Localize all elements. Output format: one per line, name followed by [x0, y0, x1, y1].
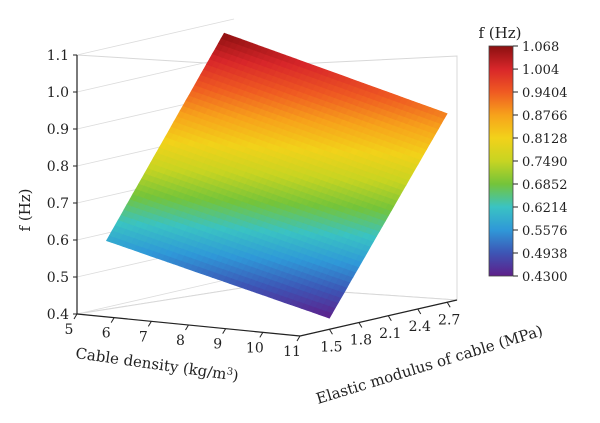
z-tick-label: 1.0 [47, 85, 69, 101]
x-tick-label: 10 [246, 340, 264, 356]
y-tick-mark [358, 322, 363, 328]
y-tick-label: 2.4 [409, 319, 431, 335]
y-tick-mark [329, 328, 333, 335]
colorbar-tick-label: 1.004 [522, 63, 559, 78]
colorbar-tick-label: 0.7490 [522, 155, 568, 170]
z-tick-label: 0.5 [47, 270, 69, 286]
x-tick-mark [147, 321, 152, 327]
z-tick-label: 0.6 [47, 233, 69, 249]
z-tick-label: 0.9 [47, 122, 69, 138]
x-tick-mark [296, 335, 301, 342]
x-ticks: 5 6 7 8 9 10 11 [65, 313, 301, 360]
colorbar-title: f (Hz) [478, 24, 521, 42]
x-tick-mark [110, 317, 115, 323]
x-tick-label: 8 [176, 333, 185, 349]
surface [105, 32, 448, 319]
y-tick-mark [446, 301, 451, 308]
x-axis-title-sup: 3 [226, 366, 234, 378]
z-tick-label: 0.7 [47, 196, 69, 212]
x-tick-mark [222, 328, 227, 334]
colorbar-tick-label: 1.068 [522, 40, 559, 55]
y-tick-label: 2.1 [379, 326, 401, 342]
x-tick-label: 5 [65, 322, 74, 338]
surface-patch [438, 111, 448, 120]
grid-line [76, 277, 235, 315]
colorbar-tick-label: 0.6214 [522, 201, 568, 216]
y-tick-label: 1.5 [320, 339, 342, 355]
x-tick-mark [73, 313, 78, 320]
z-tick-label: 0.8 [47, 159, 69, 175]
x-tick-label: 11 [283, 344, 301, 360]
colorbar-tick-label: 0.9404 [522, 86, 568, 101]
y-tick-mark [387, 315, 392, 322]
colorbar: f (Hz) 1.068 1.004 0.9404 0.8766 0.8128 0.749… [478, 24, 567, 285]
x-tick-mark [185, 324, 189, 331]
y-tick-label: 2.7 [438, 312, 460, 328]
colorbar-ticks: 1.068 1.004 0.9404 0.8766 0.8128 0.7490 0.6852… [513, 40, 568, 285]
colorbar-tick-label: 0.4300 [522, 270, 568, 285]
x-axis-title-end: ) [231, 366, 239, 385]
x-tick-label: 6 [102, 326, 111, 342]
z-axis-title: f (Hz) [16, 188, 34, 231]
x-tick-label: 9 [213, 337, 222, 353]
z-ticks: 0.4 0.5 0.6 0.7 0.8 0.9 1.0 1.1 [47, 48, 77, 323]
colorbar-tick-label: 0.8128 [522, 132, 568, 147]
x-tick-label: 7 [139, 329, 148, 345]
z-tick-label: 0.4 [47, 307, 69, 323]
y-tick-mark [417, 308, 422, 315]
colorbar-tick-label: 0.8766 [522, 109, 568, 124]
x-tick-mark [259, 332, 264, 338]
axes: 0.40.50.60.70.80.91.01.1 5 6 7 8 9 10 11 1.5 1.… [47, 48, 461, 360]
colorbar-tick-label: 0.4938 [522, 247, 568, 262]
x-axis-title-main: Cable density (kg/m [74, 344, 227, 383]
z-tick-label: 1.1 [47, 48, 69, 64]
y-axis-line [299, 299, 458, 337]
grid-line [76, 18, 235, 56]
colorbar-tick-label: 0.6852 [522, 178, 568, 193]
colorbar-tick-label: 0.5576 [522, 224, 568, 239]
y-ticks: 1.5 1.8 2.1 2.4 2.7 [320, 301, 460, 355]
y-tick-label: 1.8 [350, 333, 372, 349]
colorbar-strip [488, 45, 514, 277]
